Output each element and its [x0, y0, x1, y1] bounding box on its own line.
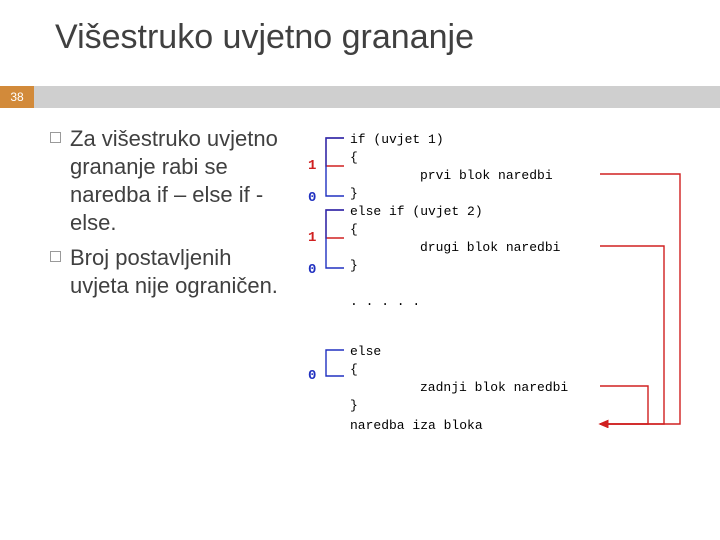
code-line: else — [350, 344, 381, 359]
badge-bar — [0, 86, 720, 108]
code-line: } — [350, 186, 358, 201]
code-line: zadnji blok naredbi — [420, 380, 568, 395]
bullet-item: Za višestruko uvjetno grananje rabi se n… — [50, 125, 280, 238]
flow-path — [600, 246, 664, 424]
flow-path — [326, 210, 344, 238]
bullet-icon — [50, 251, 61, 262]
code-line: drugi blok naredbi — [420, 240, 560, 255]
code-line: if (uvjet 1) — [350, 132, 444, 147]
slide: Višestruko uvjetno grananje 38 Za višest… — [0, 0, 720, 540]
flow-path — [326, 138, 344, 166]
code-line: { — [350, 362, 358, 377]
code-line: } — [350, 398, 358, 413]
bullet-text: Za višestruko uvjetno grananje rabi se n… — [70, 126, 278, 235]
flow-path — [326, 138, 344, 196]
flow-path — [600, 386, 648, 424]
code-diagram: if (uvjet 1) { prvi blok naredbi} else if (… — [300, 118, 700, 518]
bullet-icon — [50, 132, 61, 143]
branch-label: 0 — [308, 190, 316, 206]
code-line: { — [350, 222, 358, 237]
flow-path — [326, 350, 344, 376]
slide-title: Višestruko uvjetno grananje — [55, 18, 474, 57]
body-text: Za višestruko uvjetno grananje rabi se n… — [50, 125, 280, 306]
branch-label: 1 — [308, 230, 316, 246]
code-line: naredba iza bloka — [350, 418, 483, 433]
code-line: prvi blok naredbi — [420, 168, 553, 183]
slide-number-badge: 38 — [0, 86, 34, 108]
code-line: } — [350, 258, 358, 273]
code-line: else if (uvjet 2) — [350, 204, 483, 219]
flow-path — [326, 210, 344, 268]
code-line: . . . . . — [350, 294, 420, 309]
code-line: { — [350, 150, 358, 165]
branch-label: 1 — [308, 158, 316, 174]
branch-label: 0 — [308, 368, 316, 384]
bullet-item: Broj postavljenih uvjeta nije ograničen. — [50, 244, 280, 300]
branch-label: 0 — [308, 262, 316, 278]
bullet-text: Broj postavljenih uvjeta nije ograničen. — [70, 245, 278, 298]
